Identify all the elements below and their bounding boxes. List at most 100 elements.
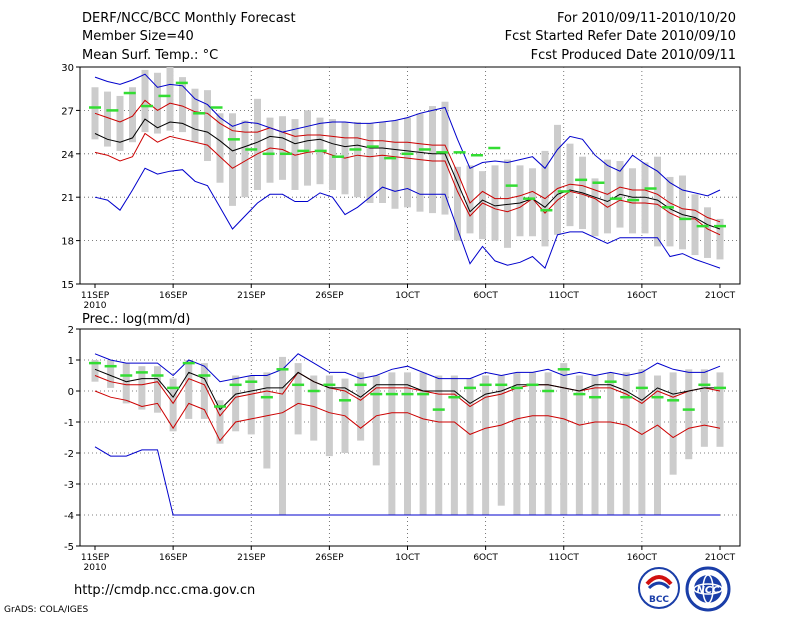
ensemble-box bbox=[279, 116, 286, 180]
ensemble-box bbox=[366, 123, 374, 203]
bcc-logo: BCC bbox=[638, 567, 680, 609]
y-tick-label: 18 bbox=[61, 237, 74, 248]
ensemble-box bbox=[229, 113, 236, 206]
ensemble-box bbox=[704, 207, 711, 258]
series-line-max bbox=[94, 167, 721, 269]
ensemble-box bbox=[716, 218, 724, 260]
y-tick-label: -5 bbox=[64, 542, 74, 553]
ensemble-box bbox=[654, 156, 661, 247]
y-tick-label: 0 bbox=[68, 387, 74, 398]
ensemble-box bbox=[291, 119, 299, 190]
ensemble-box bbox=[122, 363, 130, 404]
ensemble-box bbox=[466, 378, 474, 515]
ensemble-box bbox=[691, 194, 699, 256]
ensemble-box bbox=[435, 375, 443, 515]
ensemble-box bbox=[388, 372, 396, 515]
x-tick-label: 26SEP bbox=[315, 291, 344, 301]
x-tick-label: 11SEP bbox=[81, 291, 110, 301]
series-line-min bbox=[94, 73, 721, 197]
y-tick-label: 27 bbox=[61, 106, 74, 117]
panel-title: Prec.: log(mm/d) bbox=[82, 312, 190, 327]
x-tick-label: 26SEP bbox=[315, 553, 344, 563]
ensemble-box bbox=[638, 369, 646, 515]
ensemble-box bbox=[247, 375, 255, 435]
ensemble-box bbox=[482, 375, 490, 515]
grads-credit: GrADS: COLA/IGES bbox=[4, 605, 89, 615]
year-label: 2010 bbox=[84, 301, 107, 311]
ensemble-box bbox=[325, 375, 333, 457]
ensemble-box bbox=[169, 378, 177, 432]
y-tick-label: 15 bbox=[61, 280, 74, 291]
ensemble-box bbox=[441, 101, 449, 215]
ensemble-box bbox=[310, 375, 318, 441]
bcc-logo-text: BCC bbox=[649, 595, 669, 605]
ensemble-box bbox=[404, 372, 411, 515]
ensemble-box bbox=[604, 159, 611, 234]
ensemble-box bbox=[372, 375, 380, 466]
ensemble-box bbox=[419, 372, 427, 515]
y-tick-label: -4 bbox=[64, 511, 74, 522]
ncc-logo: NCC bbox=[685, 566, 731, 612]
x-tick-label: 11SEP bbox=[81, 553, 110, 563]
x-tick-label: 21SEP bbox=[237, 553, 266, 563]
ensemble-box bbox=[591, 375, 599, 515]
x-tick-label: 1OCT bbox=[395, 291, 420, 301]
ensemble-box bbox=[129, 87, 136, 143]
ensemble-box bbox=[116, 95, 124, 151]
ensemble-box bbox=[263, 372, 271, 469]
x-tick-label: 6OCT bbox=[473, 553, 498, 563]
ensemble-box bbox=[304, 110, 311, 186]
ensemble-box bbox=[679, 175, 686, 250]
ensemble-box bbox=[138, 366, 146, 410]
ensemble-box bbox=[107, 360, 115, 388]
ensemble-box bbox=[91, 360, 99, 382]
ensemble-box bbox=[179, 77, 186, 133]
ensemble-box bbox=[591, 178, 599, 237]
ensemble-box bbox=[529, 168, 536, 237]
produced-date-label: Fcst Produced Date 2010/09/11 bbox=[530, 48, 736, 63]
ensemble-box bbox=[104, 91, 111, 147]
ensemble-box bbox=[216, 400, 224, 444]
ensemble-box bbox=[544, 372, 552, 515]
ensemble-box bbox=[641, 162, 649, 234]
refer-date-label: Fcst Started Refer Date 2010/09/10 bbox=[504, 29, 736, 44]
ensemble-box bbox=[379, 121, 386, 203]
y-tick-label: 24 bbox=[61, 150, 74, 161]
ensemble-box bbox=[254, 98, 261, 190]
ensemble-box bbox=[294, 363, 302, 435]
variable-label: Mean Surf. Temp.: °C bbox=[82, 48, 219, 63]
member-size-label: Member Size=40 bbox=[82, 29, 194, 44]
x-tick-label: 6OCT bbox=[473, 291, 498, 301]
ensemble-box bbox=[622, 372, 630, 515]
x-tick-label: 16SEP bbox=[159, 291, 188, 301]
ensemble-box bbox=[654, 375, 661, 515]
ensemble-box bbox=[391, 120, 399, 209]
ensemble-box bbox=[416, 113, 424, 212]
y-tick-label: -1 bbox=[64, 418, 74, 429]
ensemble-box bbox=[454, 166, 461, 241]
series-line-p25 bbox=[94, 371, 721, 417]
ensemble-box bbox=[666, 176, 674, 247]
ensemble-box bbox=[266, 117, 274, 183]
y-tick-label: -2 bbox=[64, 449, 74, 460]
ensemble-box bbox=[279, 356, 286, 515]
ensemble-box bbox=[404, 117, 411, 208]
ensemble-box bbox=[191, 88, 199, 143]
ensemble-box bbox=[216, 113, 224, 183]
ensemble-box bbox=[554, 124, 561, 235]
forecast-period-label: For 2010/09/11-2010/10/20 bbox=[557, 11, 736, 26]
ensemble-box bbox=[685, 369, 693, 460]
ensemble-box bbox=[429, 106, 436, 214]
source-url[interactable]: http://cmdp.ncc.cma.gov.cn bbox=[74, 583, 256, 598]
ensemble-box bbox=[491, 165, 499, 241]
y-tick-label: 1 bbox=[68, 356, 74, 367]
ensemble-box bbox=[185, 360, 193, 419]
ensemble-box bbox=[504, 159, 511, 248]
chart-title: DERF/NCC/BCC Monthly Forecast bbox=[82, 11, 296, 26]
ncc-logo-text: NCC bbox=[696, 585, 720, 596]
ensemble-box bbox=[154, 366, 161, 413]
ensemble-box bbox=[529, 372, 536, 515]
x-tick-label: 16SEP bbox=[159, 553, 188, 563]
ensemble-box bbox=[516, 165, 524, 237]
